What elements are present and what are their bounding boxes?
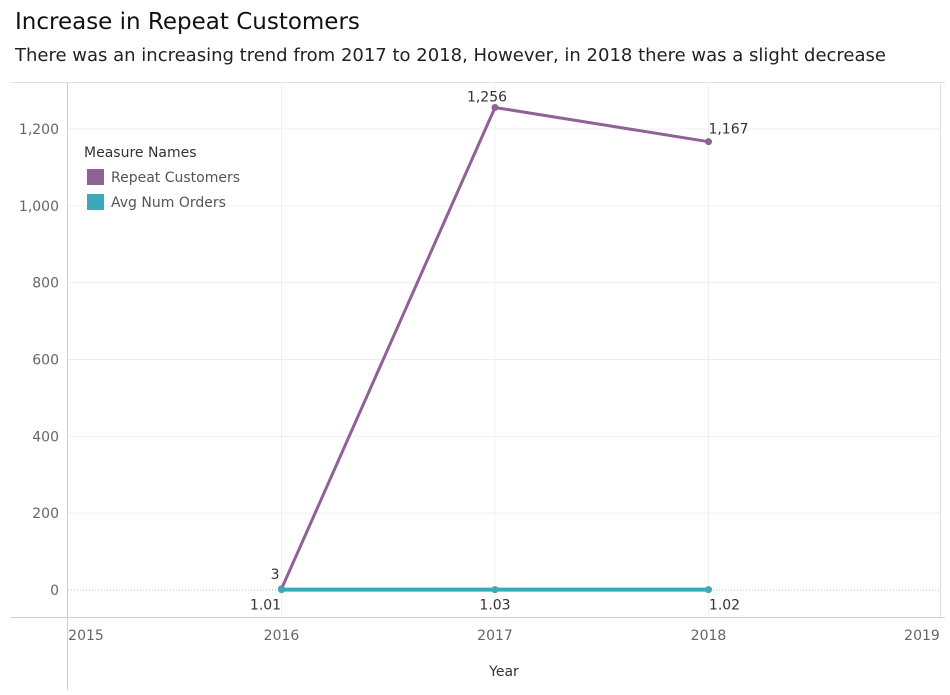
y-tick-label: 600 (32, 353, 59, 369)
legend-label-repeat-customers: Repeat Customers (111, 170, 240, 186)
data-point-repeat-customers (705, 138, 712, 146)
x-axis-title: Year (488, 664, 519, 680)
x-tick-label: 2017 (477, 628, 513, 644)
data-point-avg-num-orders (491, 586, 499, 594)
data-label-avg-num-orders: 1.02 (709, 598, 740, 614)
data-label-avg-num-orders: 1.03 (479, 598, 510, 614)
data-label-repeat-customers: 3 (271, 567, 280, 583)
legend-swatch-repeat-customers (87, 169, 104, 185)
x-tick-label: 2015 (68, 628, 104, 644)
data-label-repeat-customers: 1,256 (467, 89, 507, 105)
y-tick-label: 0 (50, 583, 59, 599)
y-tick-label: 400 (32, 429, 59, 445)
x-tick-label: 2018 (691, 628, 727, 644)
data-point-avg-num-orders (705, 586, 712, 594)
y-tick-label: 1,200 (19, 122, 59, 138)
data-label-avg-num-orders: 1.01 (250, 598, 281, 614)
chart-subtitle: There was an increasing trend from 2017 … (15, 45, 886, 66)
data-point-avg-num-orders (278, 586, 285, 594)
data-label-repeat-customers: 1,167 (708, 122, 748, 138)
legend-swatch-avg-num-orders (87, 194, 104, 210)
data-point-repeat-customers (491, 103, 499, 111)
y-tick-label: 200 (32, 506, 59, 522)
chart-title: Increase in Repeat Customers (15, 9, 360, 35)
legend-title: Measure Names (84, 145, 197, 161)
y-tick-label: 800 (32, 276, 59, 292)
y-tick-label: 1,000 (19, 199, 59, 215)
x-tick-label: 2019 (904, 628, 940, 644)
x-tick-label: 2016 (264, 628, 300, 644)
legend-label-avg-num-orders: Avg Num Orders (111, 195, 226, 211)
